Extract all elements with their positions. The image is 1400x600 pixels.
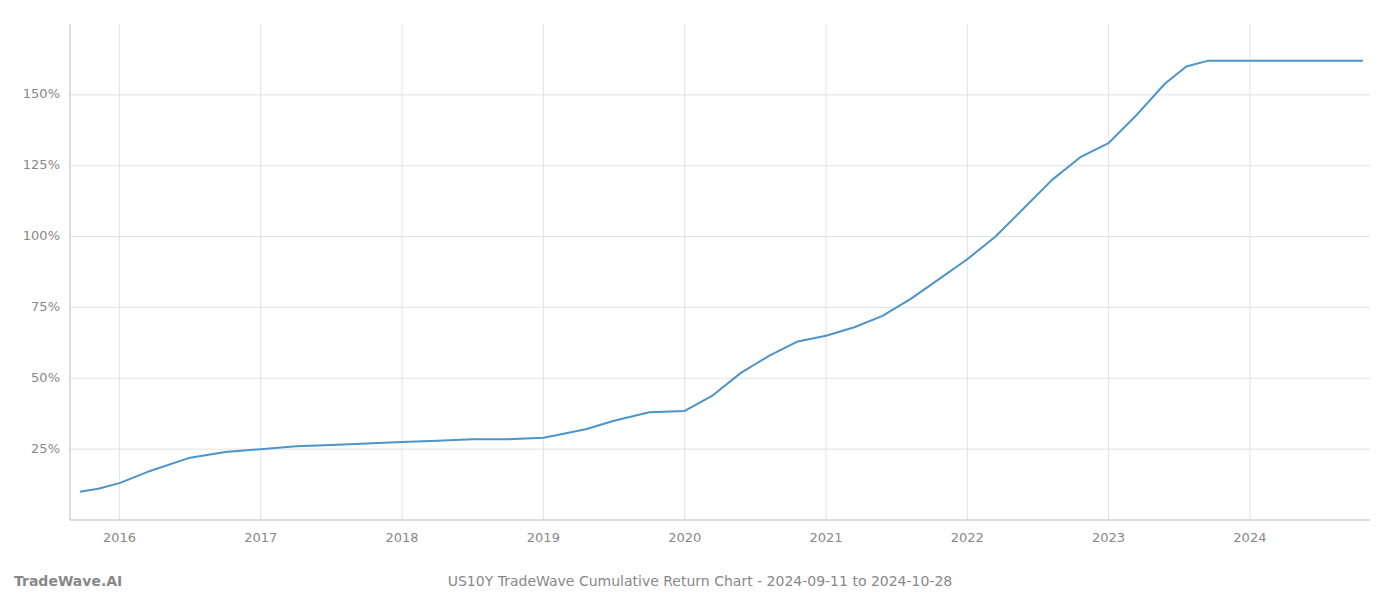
x-tick-label: 2021	[809, 530, 842, 545]
y-tick-label: 100%	[23, 228, 60, 243]
grid	[70, 24, 1370, 520]
grid-line-y	[70, 236, 1370, 237]
grid-line-x	[119, 24, 120, 520]
watermark: TradeWave.AI	[14, 573, 122, 589]
grid-line-x	[967, 24, 968, 520]
y-tick-label: 125%	[23, 157, 60, 172]
grid-line-x	[543, 24, 544, 520]
grid-line-x	[260, 24, 261, 520]
grid-line-x	[402, 24, 403, 520]
grid-line-x	[1108, 24, 1109, 520]
grid-line-x	[1249, 24, 1250, 520]
grid-line-x	[684, 24, 685, 520]
x-tick-label: 2016	[103, 530, 136, 545]
x-tick-label: 2024	[1233, 530, 1266, 545]
chart-container: 25% 50% 75% 100% 125% 150% 2016 2017 2018 2019 202…	[0, 0, 1400, 600]
x-tick-label: 2020	[668, 530, 701, 545]
y-tick-label: 25%	[31, 441, 60, 456]
chart-title: US10Y TradeWave Cumulative Return Chart …	[448, 573, 953, 589]
x-tick-label: 2023	[1092, 530, 1125, 545]
grid-line-y	[70, 378, 1370, 379]
x-axis-line	[70, 520, 1370, 521]
tick-labels: 25% 50% 75% 100% 125% 150% 2016 2017 2018 2019 202…	[23, 86, 1267, 545]
grid-line-y	[70, 165, 1370, 166]
y-axis-line	[70, 24, 71, 520]
x-tick-label: 2022	[951, 530, 984, 545]
x-tick-label: 2019	[527, 530, 560, 545]
grid-line-y	[70, 94, 1370, 95]
grid-line-y	[70, 307, 1370, 308]
chart-svg: 25% 50% 75% 100% 125% 150% 2016 2017 2018 2019 202…	[0, 0, 1400, 600]
plot-area	[80, 61, 1363, 492]
grid-line-x	[825, 24, 826, 520]
x-tick-label: 2017	[244, 530, 277, 545]
y-tick-label: 50%	[31, 370, 60, 385]
y-tick-label: 150%	[23, 86, 60, 101]
background	[0, 0, 1400, 600]
data-line	[80, 61, 1363, 492]
x-tick-label: 2018	[386, 530, 419, 545]
y-tick-label: 75%	[31, 299, 60, 314]
